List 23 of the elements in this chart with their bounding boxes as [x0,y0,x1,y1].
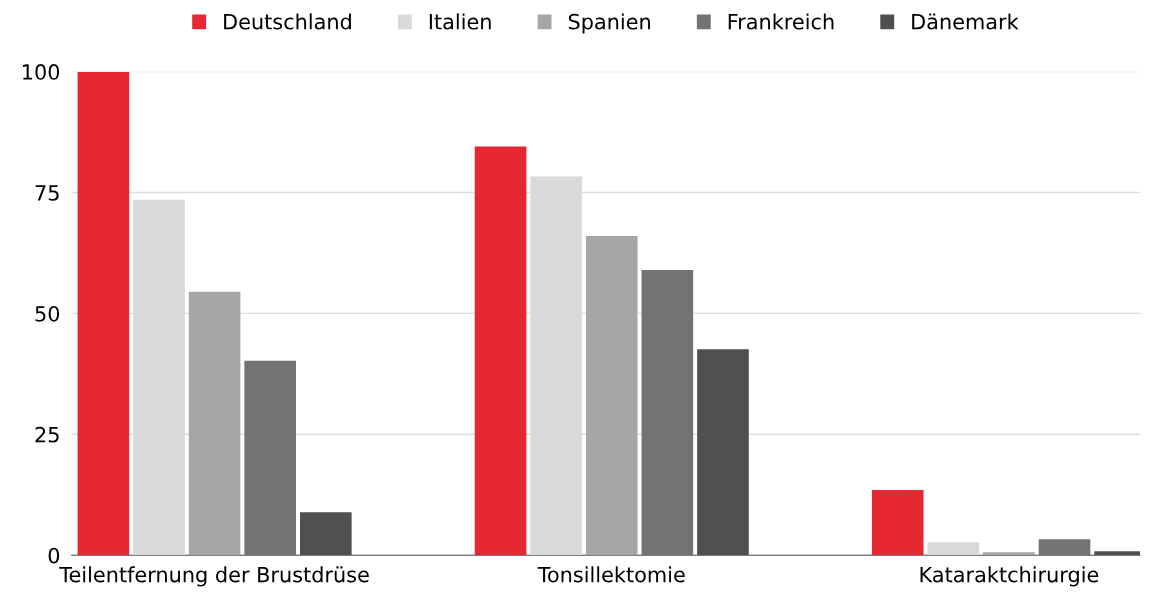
bar [1038,539,1091,556]
x-tick-label: Tonsillektomie [537,566,685,583]
legend-label: Spanien [568,13,650,34]
x-tick-label: Kataraktchirurgie [920,566,1099,587]
legend-label: Deutschland [224,13,351,30]
y-tick-label: 25 [35,426,59,443]
bar [871,489,924,556]
bar [983,552,1035,556]
bar [244,360,297,556]
y-tick-label: 0 [48,547,60,564]
legend-label: Italien [429,13,491,30]
y-tick-label: 100 [23,64,60,80]
bar [77,71,130,556]
bar [474,146,527,556]
legend-label: Frankreich [728,13,834,30]
bar [585,236,638,556]
y-tick-label: 75 [35,185,59,201]
bar [188,291,241,556]
legend-label: Dänemark [912,13,1019,30]
y-tick-label: 50 [35,305,60,322]
x-tick-label: Teilentfernung der Brustdrüse [59,566,369,587]
bar [927,542,980,556]
bar [641,269,694,556]
